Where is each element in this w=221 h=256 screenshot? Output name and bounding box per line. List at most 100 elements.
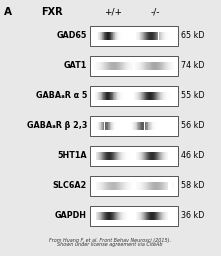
- Bar: [142, 182, 143, 190]
- Bar: [136, 152, 137, 160]
- Bar: [121, 152, 122, 160]
- Bar: [140, 182, 141, 190]
- Text: 58 kD: 58 kD: [181, 182, 204, 190]
- Bar: [170, 62, 171, 70]
- Bar: [107, 32, 108, 40]
- Bar: [101, 212, 102, 220]
- Bar: [131, 182, 132, 190]
- Text: SLC6A2: SLC6A2: [53, 182, 87, 190]
- Bar: [119, 32, 120, 40]
- Bar: [165, 152, 166, 160]
- Bar: [131, 212, 132, 220]
- Bar: [171, 212, 172, 220]
- Bar: [167, 62, 168, 70]
- Bar: [139, 152, 140, 160]
- Bar: [137, 92, 138, 100]
- Bar: [144, 62, 145, 70]
- Bar: [163, 212, 164, 220]
- Bar: [171, 62, 172, 70]
- Bar: [136, 62, 137, 70]
- Bar: [126, 182, 127, 190]
- Bar: [117, 182, 118, 190]
- Bar: [99, 62, 100, 70]
- Bar: [140, 122, 141, 130]
- Bar: [144, 92, 145, 100]
- Bar: [137, 212, 138, 220]
- Bar: [141, 62, 142, 70]
- Bar: [113, 152, 114, 160]
- Bar: [172, 32, 173, 40]
- Bar: [109, 152, 110, 160]
- Bar: [130, 182, 131, 190]
- Bar: [165, 62, 166, 70]
- Bar: [169, 152, 170, 160]
- Bar: [115, 212, 116, 220]
- Bar: [96, 92, 97, 100]
- Bar: [152, 182, 153, 190]
- Bar: [122, 152, 123, 160]
- Bar: [111, 152, 112, 160]
- Bar: [100, 92, 101, 100]
- Bar: [153, 62, 154, 70]
- Bar: [111, 182, 112, 190]
- Bar: [146, 122, 147, 130]
- Bar: [120, 92, 121, 100]
- Bar: [137, 62, 138, 70]
- Bar: [133, 122, 134, 130]
- Bar: [117, 62, 118, 70]
- Bar: [147, 182, 148, 190]
- Bar: [149, 32, 150, 40]
- Text: Shown under license agreement via CiteAb: Shown under license agreement via CiteAb: [57, 242, 163, 247]
- Bar: [155, 212, 156, 220]
- Bar: [154, 92, 155, 100]
- Bar: [171, 32, 172, 40]
- Bar: [145, 62, 147, 70]
- Bar: [157, 152, 158, 160]
- Bar: [128, 182, 129, 190]
- Bar: [159, 152, 160, 160]
- Bar: [150, 122, 151, 130]
- Bar: [139, 32, 141, 40]
- Bar: [143, 152, 144, 160]
- Bar: [155, 92, 156, 100]
- Bar: [95, 92, 96, 100]
- Bar: [105, 62, 106, 70]
- Bar: [117, 212, 118, 220]
- Bar: [150, 62, 151, 70]
- Bar: [105, 152, 106, 160]
- Bar: [103, 32, 104, 40]
- Bar: [137, 182, 138, 190]
- Bar: [93, 212, 95, 220]
- Bar: [161, 32, 162, 40]
- Bar: [113, 182, 114, 190]
- Bar: [121, 32, 122, 40]
- Bar: [115, 62, 116, 70]
- Bar: [120, 182, 121, 190]
- Bar: [124, 152, 125, 160]
- Bar: [99, 182, 101, 190]
- Bar: [94, 122, 95, 130]
- Bar: [147, 152, 148, 160]
- Bar: [135, 62, 136, 70]
- Bar: [110, 62, 111, 70]
- Bar: [118, 212, 119, 220]
- Bar: [116, 152, 117, 160]
- Bar: [107, 212, 108, 220]
- Bar: [144, 152, 145, 160]
- Bar: [159, 212, 160, 220]
- Bar: [153, 212, 154, 220]
- Bar: [136, 32, 137, 40]
- Bar: [132, 122, 133, 130]
- Bar: [163, 62, 164, 70]
- Bar: [173, 182, 174, 190]
- Bar: [101, 182, 102, 190]
- Bar: [154, 182, 155, 190]
- Bar: [110, 122, 111, 130]
- Bar: [148, 212, 149, 220]
- Bar: [157, 32, 158, 40]
- Bar: [128, 212, 129, 220]
- Bar: [134, 62, 135, 70]
- Bar: [118, 152, 119, 160]
- Bar: [103, 92, 104, 100]
- Bar: [165, 182, 166, 190]
